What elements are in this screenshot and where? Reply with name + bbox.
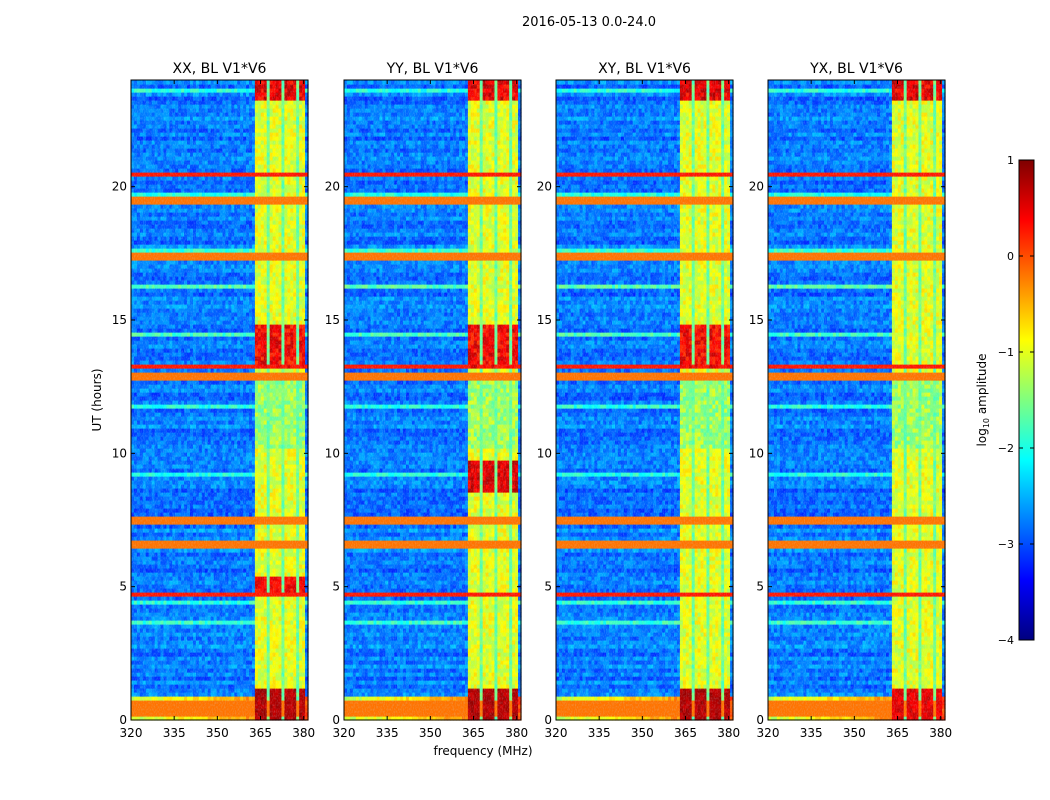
figure-title: 2016-05-13 0.0-24.0 bbox=[522, 15, 656, 30]
figure: 2016-05-13 0.0-24.0 XX, BL V1*V6320 335 35… bbox=[0, 0, 1050, 800]
panel-title: XX, BL V1*V6 bbox=[173, 61, 267, 77]
